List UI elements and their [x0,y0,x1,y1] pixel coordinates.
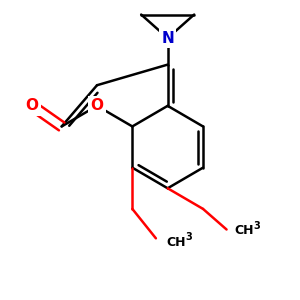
Text: CH: CH [234,224,254,238]
Text: N: N [161,31,174,46]
Text: O: O [26,98,39,113]
Text: 3: 3 [253,221,260,231]
Text: O: O [91,98,103,113]
Text: 3: 3 [185,232,192,242]
Text: CH: CH [166,236,186,249]
